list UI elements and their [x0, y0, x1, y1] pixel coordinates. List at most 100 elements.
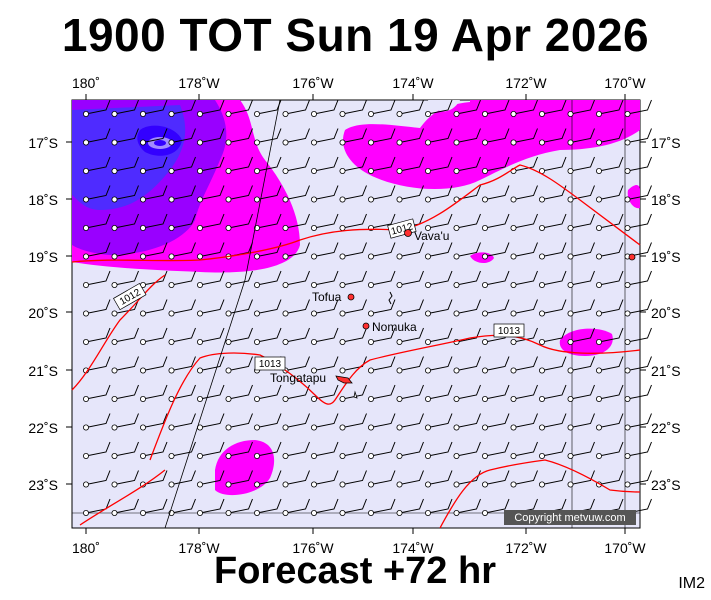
wind-barb — [567, 384, 595, 402]
wind-barb — [111, 156, 139, 174]
wind-barb — [139, 384, 168, 402]
wind-barb — [510, 327, 538, 345]
wind-barb — [310, 185, 339, 203]
place-label-tofua: Tofua — [312, 290, 342, 304]
wind-barb — [253, 384, 282, 402]
wind-barb — [624, 384, 652, 402]
wind-barb — [83, 128, 111, 146]
wind-barb — [481, 185, 510, 203]
wind-barb — [596, 441, 624, 459]
wind-barb — [139, 441, 168, 459]
wind-barb — [310, 156, 339, 174]
wind-barb — [567, 156, 595, 174]
tofua-island — [347, 293, 355, 301]
isobar-label-1013-middle: 1013 — [254, 356, 286, 371]
nomuka-island — [362, 322, 370, 330]
place-labels: Vava'u Tofua Nomuka Tongatapu — [270, 229, 449, 385]
wind-barb — [596, 270, 624, 288]
wind-barb — [510, 99, 538, 118]
wind-barb — [253, 441, 282, 459]
lat-label-right-20s: 20˚S — [651, 305, 681, 321]
lat-label-left-17s: 17˚S — [28, 135, 58, 151]
wind-barb — [424, 470, 453, 488]
wind-barb — [596, 384, 624, 402]
wind-barb — [168, 327, 196, 345]
wind-barb — [367, 270, 396, 288]
lon-label-bottom-176w: 176˚W — [292, 540, 334, 556]
wind-barb — [596, 185, 624, 203]
wind-barb — [139, 156, 168, 174]
wind-barb — [83, 185, 111, 203]
wind-barb — [367, 156, 396, 174]
wind-barb — [253, 128, 282, 146]
wind-barb — [539, 213, 567, 231]
lat-label-right-19s: 19˚S — [651, 249, 681, 265]
wind-barb — [111, 242, 139, 260]
wind-barb — [139, 185, 168, 203]
wind-barb — [196, 498, 225, 516]
wind-barb — [83, 270, 111, 288]
wind-barb — [339, 470, 367, 488]
wind-barb — [424, 384, 453, 402]
wind-barb — [567, 470, 595, 488]
wind-barb — [624, 470, 652, 488]
isobar-1012-west — [71, 274, 166, 391]
wind-barb — [510, 413, 538, 431]
wind-barb — [168, 242, 196, 260]
lat-label-left-18s: 18˚S — [28, 192, 58, 208]
niuafoou-island — [628, 253, 636, 261]
wind-barb — [624, 299, 652, 317]
wind-barb — [396, 299, 424, 317]
wind-barb — [282, 99, 310, 118]
lat-label-left-21s: 21˚S — [28, 363, 58, 379]
rain-area-northeast-notch — [428, 100, 460, 112]
wind-barb — [196, 99, 225, 118]
rain-area-north — [342, 100, 640, 190]
isobar-label-1013-east: 1013 — [493, 323, 525, 338]
forecast-subtitle: Forecast +72 hr — [214, 550, 496, 592]
precipitation-areas — [72, 100, 640, 496]
wind-barb — [624, 99, 652, 118]
lat-label-right-17s: 17˚S — [651, 135, 681, 151]
wind-barb — [453, 270, 481, 288]
wind-barb — [196, 299, 225, 317]
wind-barb — [567, 213, 595, 231]
wind-barb — [481, 99, 510, 118]
wind-barb — [310, 327, 339, 345]
wind-barb — [310, 498, 339, 516]
wind-barb — [196, 213, 225, 231]
wind-barb — [168, 384, 196, 402]
wind-barb — [282, 213, 310, 231]
wind-barb — [83, 99, 111, 118]
wind-barb — [196, 185, 225, 203]
wind-barb — [396, 327, 424, 345]
wind-barb — [539, 242, 567, 260]
wind-barb — [367, 128, 396, 146]
wind-barb — [83, 327, 111, 345]
wind-barb — [510, 356, 538, 374]
lon-label-bottom-170w: 170˚W — [604, 540, 646, 556]
wind-barb — [339, 384, 367, 402]
wind-barb — [139, 213, 168, 231]
wind-barb — [624, 356, 652, 374]
wind-barb — [539, 384, 567, 402]
wind-barb — [453, 327, 481, 345]
wind-barb — [624, 213, 652, 231]
wind-barb — [539, 128, 567, 146]
wind-barb — [481, 413, 510, 431]
lon-label-top-178w: 178˚W — [178, 75, 220, 91]
wind-barb — [596, 413, 624, 431]
wind-barb — [539, 99, 567, 118]
wind-barb — [481, 213, 510, 231]
wind-barb — [510, 470, 538, 488]
wind-barb — [139, 270, 168, 288]
wind-barb — [481, 270, 510, 288]
wind-barb — [139, 99, 168, 118]
wind-barb — [367, 242, 396, 260]
lat-label-left-23s: 23˚S — [28, 477, 58, 493]
wind-barb — [339, 270, 367, 288]
wind-barb — [339, 185, 367, 203]
wind-barb — [596, 356, 624, 374]
wind-barb — [424, 356, 453, 374]
wind-barb — [282, 242, 310, 260]
